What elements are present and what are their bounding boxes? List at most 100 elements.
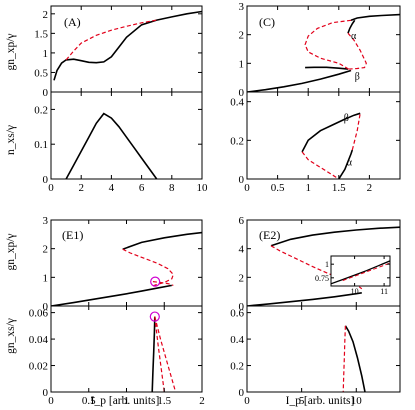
series-group-p4 <box>301 112 361 179</box>
series-line-p6-3-unstable <box>154 316 165 392</box>
y-tick-label: 0.2 <box>230 361 244 373</box>
x-tick-label: 2 <box>367 182 373 194</box>
series-line-p8-2-unstable <box>342 325 346 392</box>
x-tick-label: 6 <box>139 182 145 194</box>
x-tick-label: 8 <box>169 182 175 194</box>
series-line-p4-3-stable <box>338 149 354 179</box>
y-tick-label: 0.4 <box>230 97 244 109</box>
plot-frame-p2 <box>50 91 203 180</box>
series-line-p5-3-unstable <box>122 248 174 287</box>
x-tick-label: 10 <box>351 395 363 407</box>
series-group-p1 <box>53 10 202 81</box>
plot-frame-p8 <box>246 305 401 393</box>
panel-p6: 0 0.5 1 1.5 2 0 0.02 0.04 0.06 <box>29 305 205 407</box>
series-line-p7-inset-1-stable <box>331 260 390 285</box>
series-line-p1-2-unstable <box>65 19 157 61</box>
x-tick-label: 2 <box>199 395 205 407</box>
y-tick-label: 3 <box>43 215 49 227</box>
inset-x-tick-label: 11 <box>380 287 388 296</box>
panel-label-e2: (E2) <box>259 228 280 242</box>
y-tick-label: 1 <box>43 272 49 284</box>
x-axis-label-right: I_p [arb. units] <box>286 395 355 407</box>
series-line-p4-4-unstable <box>351 113 361 151</box>
x-tick-label: 1.5 <box>157 395 171 407</box>
y-tick-label: 0 <box>239 301 245 313</box>
y-tick-label: 0.06 <box>29 308 49 320</box>
panel-p2: 0 2 4 6 8 10 0 0.1 0.2 <box>34 91 209 194</box>
inset-y-tick-label: 0.75 <box>315 274 329 283</box>
y-tick-label: 0 <box>43 301 49 313</box>
x-tick-label: 0 <box>244 182 250 194</box>
x-tick-label: 0 <box>48 182 54 194</box>
highlight-circle <box>150 276 161 287</box>
x-tick-label: 0 <box>244 395 250 407</box>
y-axis-label-a-top: gn_xp/γ <box>5 33 17 70</box>
y-tick-label: 0.04 <box>29 334 49 346</box>
y-axis-label-e1-bottom: gn_xs/γ <box>5 318 17 354</box>
series-line-p1-1-stable <box>53 10 202 81</box>
y-tick-label: 0.2 <box>230 135 244 147</box>
y-tick-label: 2 <box>43 9 49 21</box>
series-group-p3 <box>247 13 400 92</box>
y-tick-label: 2 <box>43 244 49 256</box>
panel-p8: 0 5 10 0 0.2 0.4 0.6 <box>230 305 401 407</box>
y-tick-label: 1.5 <box>34 28 48 40</box>
y-tick-label: 2 <box>239 30 245 42</box>
y-axis-label-e1-top: gn_xp/γ <box>5 233 17 270</box>
y-tick-label: 0.4 <box>230 334 244 346</box>
series-line-p3-6-unstable <box>347 32 367 70</box>
y-tick-label: 1 <box>239 58 245 70</box>
highlight-circle <box>149 311 160 322</box>
y-tick-label: 3 <box>239 1 245 13</box>
plot-frame-p6 <box>50 305 203 393</box>
x-tick-label: 1 <box>124 395 130 407</box>
y-tick-label: 0 <box>239 87 245 99</box>
series-line-p6-2-unstable <box>154 316 177 392</box>
branch-label: α <box>347 157 353 168</box>
panel-label-a: (A) <box>64 15 81 29</box>
y-tick-label: 0.5 <box>34 67 48 79</box>
x-tick-label: 1.5 <box>332 182 346 194</box>
y-tick-label: 0.2 <box>34 104 48 116</box>
x-tick-label: 1 <box>305 182 311 194</box>
y-tick-label: 0.1 <box>34 139 48 151</box>
y-tick-label: 0.02 <box>29 361 48 373</box>
plot-frame-p4 <box>246 91 401 180</box>
inset-y-tick-label: 1 <box>325 260 329 269</box>
x-tick-label: 5 <box>299 395 305 407</box>
x-axis-label-left: I_p [arb. units] <box>91 395 160 407</box>
y-tick-label: 4 <box>239 244 245 256</box>
y-tick-label: 2 <box>239 272 245 284</box>
y-tick-label: 1 <box>43 48 49 60</box>
panel-p3: 0 1 2 3 α β <box>239 1 401 99</box>
panel-p4: 0 0.5 1 1.5 2 0 0.2 0.4 β α <box>230 91 401 194</box>
series-line-p7-inset-2-unstable <box>342 262 390 281</box>
x-tick-label: 10 <box>197 182 209 194</box>
x-tick-label: 2 <box>78 182 84 194</box>
y-tick-label: 0 <box>239 174 245 186</box>
inset-background <box>331 256 390 286</box>
series-group-p2 <box>65 112 158 179</box>
series-line-p7-1-stable <box>247 292 362 306</box>
series-group-p8 <box>342 325 366 392</box>
panel-label-e1: (E1) <box>62 228 83 242</box>
series-group-p6 <box>151 316 177 392</box>
x-tick-label: 0.5 <box>271 182 285 194</box>
y-tick-label: 6 <box>239 215 245 227</box>
series-line-p6-1-stable <box>151 316 156 392</box>
series-line-p3-3-stable <box>305 66 349 70</box>
series-line-p4-2-unstable <box>301 151 340 179</box>
panel-p1: 0 0.5 1 1.5 2 <box>34 5 203 99</box>
panel-p5: 0 1 2 3 <box>43 215 203 313</box>
series-line-p2-1-stable <box>65 112 158 179</box>
series-line-p3-2-stable <box>350 13 400 22</box>
series-line-p4-1-stable <box>301 112 361 153</box>
series-group-p7-inset <box>331 260 390 285</box>
y-tick-label: 0.6 <box>230 308 244 320</box>
series-line-p5-2-stable <box>122 231 202 250</box>
y-tick-label: 0 <box>43 387 49 399</box>
series-line-p3-5-unstable <box>304 19 352 72</box>
y-tick-label: 0 <box>43 87 49 99</box>
plot-frame-p7-inset <box>330 255 391 287</box>
